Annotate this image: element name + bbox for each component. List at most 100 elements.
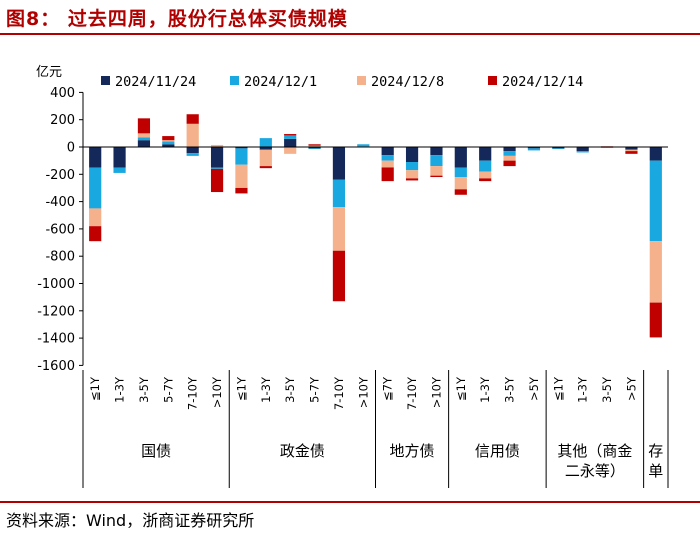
- bar-segment: [649, 241, 662, 303]
- figure-title: 图8： 过去四周，股份行总体买债规模: [6, 8, 348, 30]
- bar-segment: [332, 147, 346, 180]
- bar-segment: [259, 138, 272, 147]
- bar-segment: [162, 136, 175, 141]
- bar-segment: [259, 166, 272, 169]
- bar-segment: [235, 147, 248, 149]
- x-tick-label: 7-10Y: [186, 376, 200, 410]
- x-tick-label: 1-3Y: [576, 376, 590, 403]
- group-label: 国债: [141, 442, 171, 460]
- bar-segment: [430, 166, 443, 176]
- x-tick-label: 5-7Y: [308, 376, 322, 403]
- bar-segment: [186, 147, 199, 154]
- bar-segment: [527, 148, 541, 151]
- bar-segment: [235, 187, 248, 194]
- axes: 亿元 -1600 -1400 -1200 -1000 -800 -600 -400 -200 0 2…: [36, 65, 668, 374]
- x-tick-label: 1-3Y: [113, 376, 127, 403]
- bar-segment: [430, 147, 443, 156]
- y-tick-label: -400: [45, 195, 75, 210]
- bar-segment: [503, 147, 516, 152]
- y-tick-label: 200: [50, 113, 75, 128]
- bar-segment: [625, 147, 638, 150]
- legend-label: 2024/11/24: [115, 74, 196, 90]
- bar-segment: [332, 250, 346, 302]
- bar-segment: [186, 153, 199, 156]
- bar-segment: [649, 147, 662, 161]
- group-label: 信用债: [475, 442, 520, 460]
- bar-segment: [259, 149, 272, 167]
- group-labels: 国债 政金债 地方债 信用债 其他（商金二永等） 存单: [82, 370, 669, 488]
- bar-segment: [454, 147, 467, 168]
- x-tick-label: ≦7Y: [381, 376, 395, 401]
- bar-segment: [137, 140, 151, 147]
- bar-segment: [576, 147, 589, 152]
- legend-swatch: [101, 76, 110, 85]
- bar-segment: [552, 147, 565, 149]
- bar-segment: [308, 148, 321, 150]
- y-tick-label: -1400: [37, 332, 75, 347]
- bar-segment: [503, 160, 516, 167]
- bar-segment: [162, 141, 175, 145]
- bar-segment: [162, 140, 175, 142]
- bar-segment: [284, 135, 297, 139]
- x-tick-label: >5Y: [624, 376, 638, 401]
- x-tick-label: ≦1Y: [234, 376, 248, 401]
- bars: [89, 114, 662, 338]
- bar-segment: [479, 171, 492, 179]
- bar-segment: [210, 168, 224, 193]
- bar-segment: [381, 147, 394, 156]
- bar-segment: [235, 148, 248, 165]
- x-tick-label: 1-3Y: [478, 376, 492, 403]
- x-tick-label: 1-3Y: [259, 376, 273, 403]
- bar-segment: [405, 178, 419, 181]
- y-tick-label: -1600: [37, 359, 75, 374]
- x-tick-label: 3-5Y: [600, 376, 614, 403]
- bar-segment: [89, 167, 102, 209]
- legend-label: 2024/12/14: [502, 74, 583, 90]
- x-tick-label: 3-5Y: [503, 376, 517, 403]
- x-tick-label: 3-5Y: [283, 376, 297, 403]
- y-tick-label: -800: [45, 250, 75, 265]
- title-rule: [0, 33, 700, 35]
- source-note: 资料来源：Wind，浙商证券研究所: [6, 511, 255, 530]
- bar-segment: [137, 133, 151, 138]
- y-tick-label: -600: [45, 222, 75, 237]
- bar-segment: [405, 147, 419, 163]
- bar-segment: [332, 179, 346, 208]
- bar-segment: [454, 177, 467, 190]
- bar-segment: [89, 226, 102, 242]
- y-tick-label: -1200: [37, 304, 75, 319]
- bar-segment: [284, 147, 297, 154]
- bar-segment: [186, 123, 199, 147]
- x-tick-label: >5Y: [527, 376, 541, 401]
- source-rule: [0, 501, 700, 503]
- x-tick-label: ≦1Y: [88, 376, 102, 401]
- bar-segment: [89, 147, 102, 168]
- bar-segment: [625, 149, 638, 152]
- x-tick-label: 5-7Y: [161, 376, 175, 403]
- bar-segment: [162, 144, 175, 147]
- legend-swatch: [357, 76, 366, 85]
- bar-segment: [649, 302, 662, 338]
- group-label: 政金债: [280, 442, 325, 460]
- bar-segment: [210, 144, 224, 147]
- legend-swatch: [230, 76, 239, 85]
- bar-segment: [113, 167, 126, 173]
- bar-segment: [210, 147, 224, 168]
- bar-segment: [357, 144, 370, 147]
- group-label: 地方债: [390, 442, 435, 460]
- x-tick-label: >10Y: [210, 376, 224, 408]
- legend-swatch: [488, 76, 497, 85]
- bar-segment: [284, 138, 297, 147]
- bar-segment: [479, 160, 492, 172]
- bar-segment: [381, 155, 394, 161]
- bar-segment: [479, 178, 492, 182]
- x-tick-label: ≦1Y: [454, 376, 468, 401]
- bar-segment: [405, 162, 419, 171]
- bar-segment: [235, 164, 248, 188]
- group-label: 存单: [648, 442, 663, 480]
- bar-segment: [381, 160, 394, 168]
- bar-segment: [625, 151, 638, 154]
- bar-segment: [137, 137, 151, 141]
- legend-label: 2024/12/8: [371, 74, 444, 90]
